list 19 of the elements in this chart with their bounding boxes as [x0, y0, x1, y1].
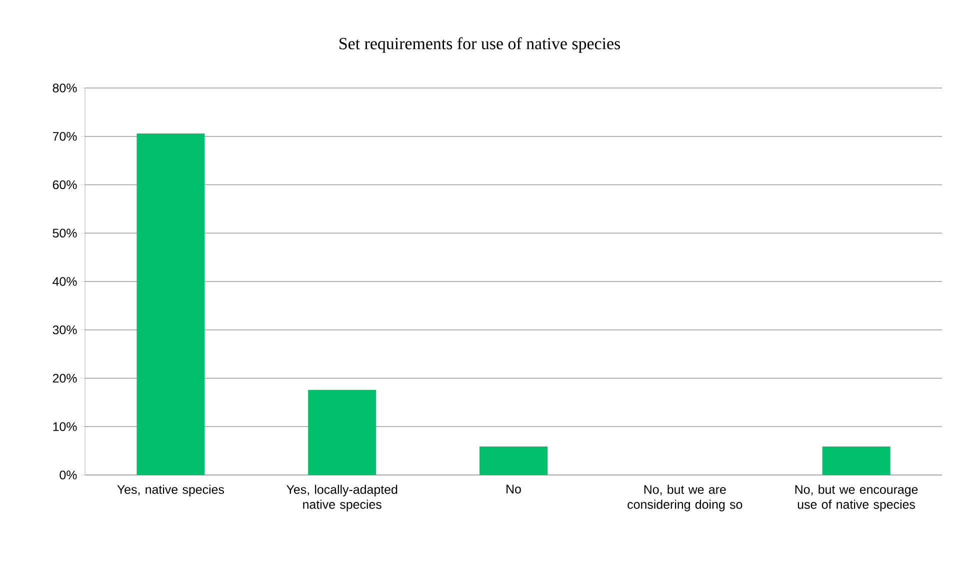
y-tick-label: 80%: [52, 84, 77, 92]
x-tick-label: Yes, native species: [117, 484, 224, 496]
bar: [480, 446, 548, 475]
y-tick-label: 50%: [52, 228, 77, 238]
bar: [822, 446, 890, 475]
y-tick-label: 0%: [60, 470, 77, 480]
x-tick-label: No: [506, 484, 521, 494]
x-tick-label: Yes, locally-adapted native species: [286, 484, 398, 512]
bar: [136, 133, 205, 475]
x-tick-label: No, but we encourage use of native species: [795, 484, 918, 512]
y-tick-label: 20%: [52, 374, 77, 383]
y-tick-label: 30%: [52, 325, 77, 334]
y-tick-label: 10%: [53, 422, 77, 432]
chart-title: Set requirements for use of native species: [340, 37, 620, 53]
y-tick-label: 40%: [52, 277, 77, 286]
x-tick-label: No, but we are considering doing so: [628, 484, 742, 512]
y-tick-label: 60%: [52, 180, 77, 190]
y-tick-label: 70%: [52, 132, 77, 141]
bar: [308, 390, 376, 475]
